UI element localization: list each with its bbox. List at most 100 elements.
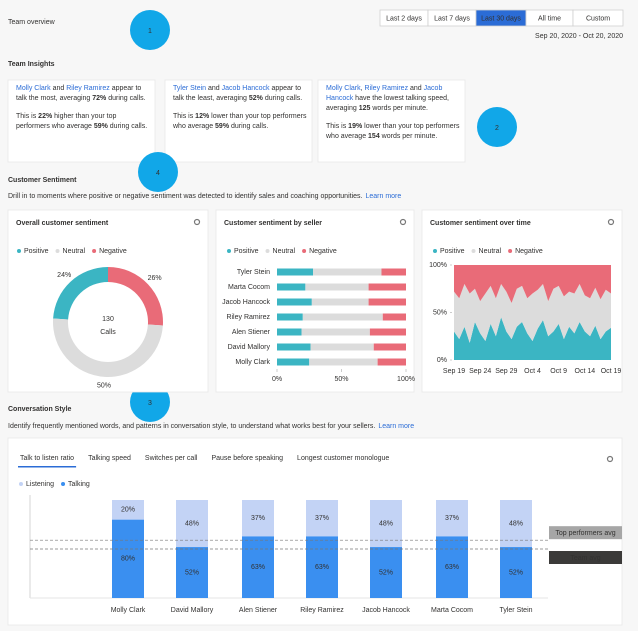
bar-segment — [377, 358, 406, 366]
range-label[interactable]: Last 2 days — [386, 15, 422, 22]
center-value: 130 — [102, 316, 114, 323]
bar-segment — [277, 313, 303, 321]
legend-label: Listening — [26, 481, 54, 488]
settings-icon[interactable] — [399, 218, 407, 226]
data-label: 80% — [121, 556, 135, 563]
insight-paragraph: This is 22% higher than your top perform… — [16, 112, 150, 132]
insight-text: and — [50, 85, 67, 92]
insight-card-text: Tyler Stein and Jacob Hancock appear to … — [173, 84, 307, 140]
data-label: 37% — [251, 515, 265, 522]
x-tick-label: Sep 19 — [443, 368, 465, 375]
settings-icon[interactable] — [606, 455, 614, 463]
bar-segment — [368, 298, 406, 306]
range-label[interactable]: Last 7 days — [434, 15, 470, 22]
x-tick-label: Oct 4 — [524, 368, 541, 375]
range-label[interactable]: Custom — [586, 15, 610, 22]
range-label[interactable]: Last 30 days — [481, 15, 521, 22]
card — [317, 79, 466, 163]
data-label: 48% — [185, 520, 199, 527]
legend-label: Negative — [99, 248, 127, 255]
legend-label: Talking — [68, 481, 90, 488]
insight-paragraph: Tyler Stein and Jacob Hancock appear to … — [173, 84, 307, 104]
donut-segment — [108, 267, 163, 326]
tab[interactable]: Switches per call — [145, 455, 198, 462]
column-segment — [306, 500, 338, 537]
tab-underline — [18, 466, 77, 468]
insight-text: 59% — [93, 123, 108, 130]
insight-text: during calls. — [229, 123, 269, 130]
bar-segment — [277, 268, 314, 276]
insight-text: appear to talk the least, averaging — [173, 85, 302, 102]
insight-text: 19% — [348, 123, 363, 130]
tab[interactable]: Pause before speaking — [211, 455, 283, 462]
insight-card-text: Molly Clark, Riley Ramirez and Jacob Han… — [326, 84, 460, 150]
insight-text: 22% — [38, 113, 53, 120]
column-segment — [370, 500, 402, 548]
legend-label: Positive — [24, 248, 49, 255]
callout-number: 1 — [148, 28, 152, 35]
bar-segment — [313, 268, 382, 276]
description-text: Identify frequently mentioned words, and… — [8, 423, 375, 430]
seller-link[interactable]: Tyler Stein — [173, 85, 207, 92]
legend-swatch — [17, 249, 21, 253]
donut-segment — [53, 318, 163, 378]
section-title: Team Insights — [8, 61, 55, 68]
column-segment — [176, 547, 208, 598]
range-label[interactable]: All time — [538, 15, 561, 22]
legend-swatch — [265, 249, 270, 253]
tab[interactable]: Talking speed — [88, 455, 131, 462]
x-tick-label: 100% — [397, 376, 415, 383]
reference-badge — [549, 551, 622, 564]
insight-text: words per minute. — [370, 105, 428, 112]
card — [164, 79, 313, 163]
insight-text: This is — [173, 113, 196, 120]
bar-segment — [373, 343, 406, 351]
learn-more-link[interactable]: Learn more — [378, 423, 414, 430]
area — [454, 317, 611, 360]
seller-link[interactable]: Jacob Hancock — [221, 85, 270, 92]
insight-text: during calls. — [262, 95, 303, 102]
seller-link[interactable]: Molly Clark — [326, 85, 361, 92]
seller-link[interactable]: Molly Clark — [16, 85, 51, 92]
reference-badge — [549, 526, 622, 540]
bar-segment — [302, 313, 383, 321]
data-label: 37% — [445, 515, 459, 522]
tab[interactable]: Longest customer monologue — [297, 455, 389, 462]
legend-label: Neutral — [273, 248, 296, 255]
data-label: 63% — [251, 564, 265, 571]
seller-link[interactable]: Riley Ramirez — [364, 85, 409, 92]
settings-icon[interactable] — [607, 218, 615, 226]
x-tick-label: 0% — [272, 376, 282, 383]
data-label: 63% — [315, 564, 329, 571]
insight-text: during calls. — [107, 123, 148, 130]
range-button[interactable] — [572, 9, 624, 27]
insight-text: 72% — [92, 95, 107, 102]
seller-link[interactable]: Riley Ramirez — [66, 85, 110, 92]
x-tick-label: 50% — [334, 376, 348, 383]
tab[interactable]: Talk to listen ratio — [20, 455, 74, 462]
learn-more-link[interactable]: Learn more — [365, 193, 401, 200]
insight-text: appear to talk the most, averaging — [16, 85, 142, 102]
insight-text: 12% — [195, 113, 210, 120]
insight-paragraph: This is 19% lower than your top performe… — [326, 122, 460, 142]
callout-badge — [138, 152, 178, 192]
insight-text: and — [206, 85, 222, 92]
insight-paragraph: Molly Clark, Riley Ramirez and Jacob Han… — [326, 84, 460, 114]
seller-link[interactable]: Jacob Hancock — [326, 85, 443, 102]
x-tick-label: Sep 29 — [495, 368, 517, 375]
bar-segment — [277, 298, 312, 306]
data-label: 63% — [445, 564, 459, 571]
legend-swatch — [227, 249, 231, 253]
data-label: 20% — [121, 507, 135, 514]
bar-segment — [381, 268, 406, 276]
insight-text: lower than your top performers who avera… — [173, 113, 307, 130]
settings-icon[interactable] — [193, 218, 201, 226]
data-label: 50% — [97, 383, 111, 390]
column-segment — [112, 500, 144, 520]
x-tick-label: David Mallory — [171, 607, 214, 614]
x-tick-label: Oct 14 — [575, 368, 596, 375]
x-tick-label: Sep 24 — [469, 368, 491, 375]
legend-swatch — [508, 249, 513, 253]
insight-text: and — [408, 85, 424, 92]
